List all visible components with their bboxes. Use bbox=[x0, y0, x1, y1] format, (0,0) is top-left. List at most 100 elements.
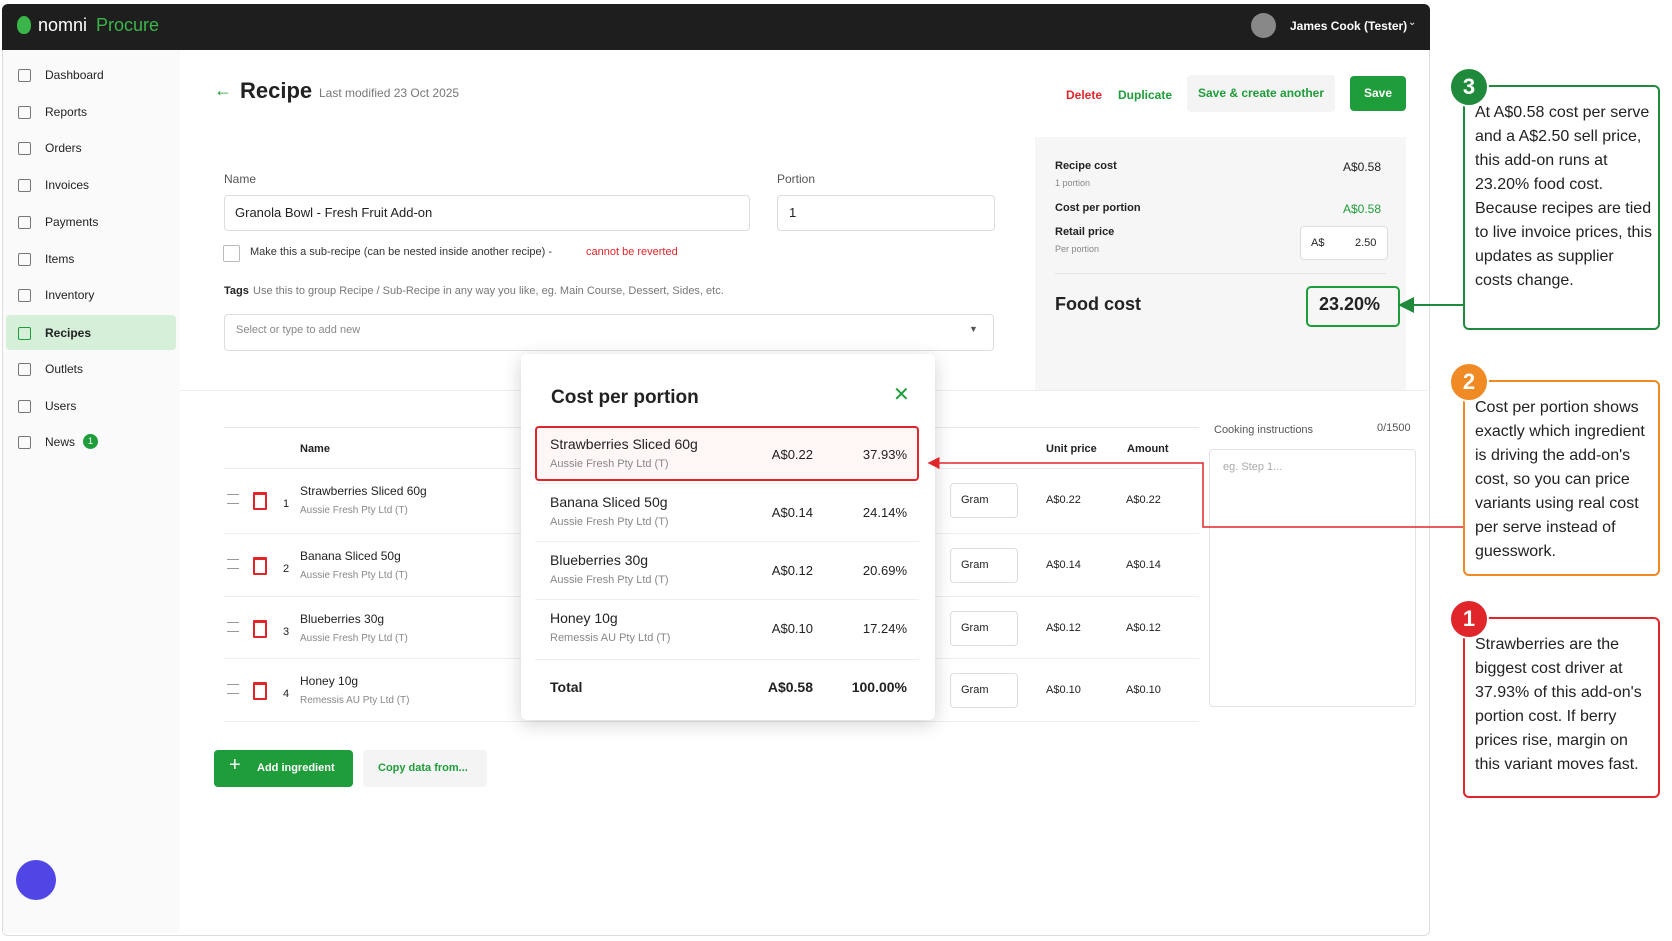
unit-select[interactable] bbox=[950, 611, 1018, 646]
nav-item[interactable]: Recipes bbox=[45, 326, 92, 340]
nav-item[interactable]: Outlets bbox=[45, 362, 84, 376]
drag-handle[interactable] bbox=[227, 559, 239, 569]
row-rule bbox=[535, 541, 919, 542]
ingredient-supplier: Aussie Fresh Pty Ltd (T) bbox=[300, 570, 408, 581]
back-arrow[interactable]: ← bbox=[214, 80, 232, 100]
row-rule bbox=[535, 659, 919, 660]
logo-icon bbox=[17, 16, 31, 34]
cooking-label: Cooking instructions bbox=[1214, 424, 1314, 436]
popup-share: 37.93% bbox=[862, 447, 907, 462]
retail-price: 2.50 bbox=[1355, 237, 1377, 249]
unit-value: Gram bbox=[961, 559, 989, 571]
currency: A$ bbox=[1311, 237, 1325, 249]
unit-price: A$0.12 bbox=[1046, 622, 1081, 634]
delete-icon[interactable] bbox=[253, 492, 267, 510]
nav-item[interactable]: Users bbox=[45, 399, 77, 413]
sidebar bbox=[3, 50, 180, 933]
amount: A$0.14 bbox=[1126, 559, 1161, 571]
save-button[interactable]: Save bbox=[1350, 76, 1406, 111]
amount: A$0.22 bbox=[1126, 494, 1161, 506]
tags-select[interactable] bbox=[224, 314, 994, 351]
popup-share: 24.14% bbox=[862, 505, 907, 520]
unit-select[interactable] bbox=[950, 673, 1018, 708]
popup-name: Banana Sliced 50g bbox=[550, 494, 668, 510]
nav-item[interactable]: Reports bbox=[45, 105, 88, 119]
cooking-counter: 0/1500 bbox=[1377, 422, 1411, 434]
callout-text: Strawberries are the biggest cost driver… bbox=[1475, 636, 1642, 773]
col-header: Unit price bbox=[1046, 443, 1097, 455]
callout-box bbox=[1463, 617, 1660, 798]
popup-total-share: 100.00% bbox=[851, 679, 907, 695]
ingredient-name: Banana Sliced 50g bbox=[300, 549, 401, 563]
summary-label: Cost per portion bbox=[1055, 202, 1141, 214]
chat-button[interactable] bbox=[16, 860, 56, 900]
ingredient-name: Strawberries Sliced 60g bbox=[300, 484, 427, 498]
summary-sub: Per portion bbox=[1055, 244, 1100, 254]
tags-label: Tags bbox=[224, 285, 249, 297]
duplicate-button[interactable]: Duplicate bbox=[1118, 88, 1173, 102]
delete-icon[interactable] bbox=[253, 620, 267, 638]
cooking-placeholder: eg. Step 1... bbox=[1223, 461, 1283, 473]
nav-item[interactable]: Orders bbox=[45, 141, 82, 155]
save-create-button[interactable]: Save & create another bbox=[1187, 75, 1335, 112]
nav-item[interactable]: Payments bbox=[45, 215, 99, 229]
callout-box bbox=[1463, 85, 1660, 330]
callout-box bbox=[1463, 380, 1660, 576]
tags-help: Use this to group Recipe / Sub-Recipe in… bbox=[253, 285, 724, 297]
ingredient-name: Blueberries 30g bbox=[300, 612, 385, 626]
name-input[interactable] bbox=[224, 195, 750, 231]
subrecipe-label: Make this a sub-recipe (can be nested in… bbox=[250, 246, 553, 258]
nav-item[interactable]: Dashboard bbox=[45, 68, 104, 82]
unit-value: Gram bbox=[961, 622, 989, 634]
callout-text: Cost per portion shows exactly which ing… bbox=[1475, 399, 1645, 560]
drag-handle[interactable] bbox=[227, 622, 239, 632]
subrecipe-warning: cannot be reverted bbox=[586, 246, 678, 258]
avatar bbox=[1251, 13, 1276, 38]
popup-supplier: Remessis AU Pty Ltd (T) bbox=[550, 632, 671, 644]
drag-handle[interactable] bbox=[227, 684, 239, 694]
popup-supplier: Aussie Fresh Pty Ltd (T) bbox=[550, 574, 669, 586]
callout-number: 1 bbox=[1449, 599, 1489, 639]
popup-share: 20.69% bbox=[862, 563, 907, 578]
user-name[interactable]: James Cook (Tester) bbox=[1290, 19, 1408, 33]
ingredient-name: Honey 10g bbox=[300, 674, 359, 688]
page-title: Recipe bbox=[240, 78, 313, 103]
unit-price: A$0.10 bbox=[1046, 684, 1081, 696]
row-index: 4 bbox=[283, 688, 290, 700]
popup-cost: A$0.14 bbox=[771, 505, 813, 520]
nav-icon bbox=[18, 436, 31, 449]
nav-item[interactable]: Invoices bbox=[45, 178, 90, 192]
food-cost-label: Food cost bbox=[1055, 294, 1141, 314]
drag-handle[interactable] bbox=[227, 494, 239, 504]
nav-item[interactable]: Items bbox=[45, 252, 75, 266]
delete-button[interactable]: Delete bbox=[1066, 88, 1103, 102]
news-badge: 1 bbox=[83, 434, 98, 449]
summary-panel bbox=[1035, 137, 1406, 390]
cooking-textarea[interactable] bbox=[1209, 449, 1416, 707]
popup-cost: A$0.12 bbox=[771, 563, 813, 578]
popup-name: Honey 10g bbox=[550, 610, 618, 626]
delete-icon[interactable] bbox=[253, 557, 267, 575]
popup-name: Blueberries 30g bbox=[550, 552, 649, 568]
nav-icon bbox=[18, 327, 31, 340]
highlight-row bbox=[535, 426, 919, 481]
price-input[interactable] bbox=[1300, 226, 1388, 260]
summary-sub: 1 portion bbox=[1055, 178, 1091, 188]
row-index: 2 bbox=[283, 563, 290, 575]
summary-label: Recipe cost bbox=[1055, 160, 1117, 172]
nav-item[interactable]: News bbox=[45, 435, 76, 449]
ingredient-supplier: Aussie Fresh Pty Ltd (T) bbox=[300, 633, 408, 644]
food-cost-value: 23.20% bbox=[1319, 294, 1381, 314]
delete-icon[interactable] bbox=[253, 682, 267, 700]
copy-button[interactable] bbox=[363, 750, 487, 787]
close-icon[interactable]: ✕ bbox=[893, 384, 910, 406]
unit-select[interactable] bbox=[950, 548, 1018, 583]
portion-input[interactable] bbox=[777, 195, 995, 231]
add-ingredient-button[interactable] bbox=[214, 750, 353, 787]
col-header: Name bbox=[300, 443, 330, 455]
amount: A$0.10 bbox=[1126, 684, 1161, 696]
nav-item[interactable]: Inventory bbox=[45, 288, 95, 302]
subrecipe-checkbox[interactable] bbox=[223, 245, 240, 262]
copy-button-text: Copy data from... bbox=[378, 762, 468, 774]
brand-name: nomni bbox=[38, 15, 88, 35]
